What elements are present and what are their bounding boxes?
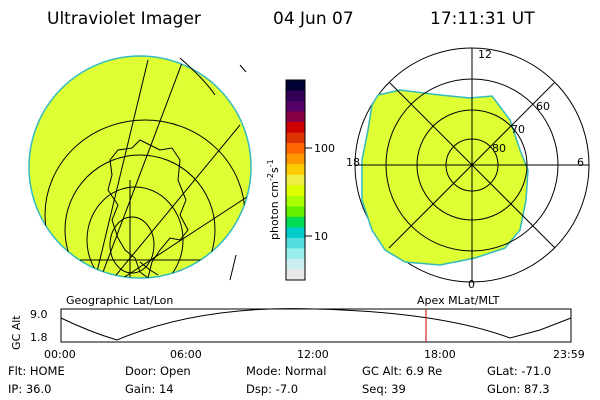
colorbar-cell (286, 185, 305, 197)
mlt-label-18: 18 (346, 156, 360, 169)
auroral-oval-image (361, 89, 529, 266)
timeline-y-tick-high: 9.0 (30, 308, 48, 321)
colorbar-cell (286, 269, 305, 281)
status-dsp: Dsp: -7.0 (246, 382, 298, 396)
geographic-image (28, 55, 252, 281)
mlt-label-6: 6 (577, 156, 584, 169)
colorbar-cell (286, 227, 305, 239)
orbit-timeline: GC Alt 9.0 1.8 00:00 06:00 12:00 18:00 2… (10, 308, 585, 361)
lat-label-80: 80 (492, 142, 506, 155)
date-label: 04 Jun 07 (273, 9, 354, 29)
timeline-y-label: GC Alt (10, 315, 23, 350)
lat-label-70: 70 (511, 123, 525, 136)
timeline-x-tick-0600: 06:00 (170, 348, 202, 361)
colorbar-cell (286, 248, 305, 260)
geographic-grid (44, 56, 251, 278)
status-gain: Gain: 14 (125, 382, 174, 396)
colorbar-tick-100: 100 (314, 142, 335, 155)
colorbar-cell (286, 216, 305, 228)
colorbar-cell (286, 258, 305, 270)
uv-image-disk (28, 55, 252, 279)
timeline-y-tick-low: 1.8 (30, 331, 48, 344)
colorbar-cell (286, 90, 305, 102)
colorbar-cell (286, 237, 305, 249)
mlt-label-0: 0 (468, 278, 475, 291)
status-mode: Mode: Normal (246, 364, 326, 378)
status-gc-alt: GC Alt: 6.9 Re (362, 364, 442, 378)
timeline-x-tick-2359: 23:59 (553, 348, 585, 361)
colorbar-cell (286, 80, 305, 92)
time-label: 17:11:31 UT (430, 9, 535, 29)
colorbar-cell (286, 143, 305, 155)
timeline-x-tick-1200: 12:00 (297, 348, 329, 361)
status-glon: GLon: 87.3 (487, 382, 550, 396)
colorbar-cell (286, 132, 305, 144)
colorbar-cell (286, 206, 305, 218)
altitude-curve (60, 308, 572, 341)
status-door: Door: Open (125, 364, 191, 378)
geographic-caption: Geographic Lat/Lon (66, 294, 173, 307)
polar-caption: Apex MLat/MLT (417, 294, 500, 307)
colorbar-cell (286, 164, 305, 176)
status-flt: Flt: HOME (8, 364, 65, 378)
lat-label-60: 60 (536, 100, 550, 113)
status-ip: IP: 36.0 (8, 382, 51, 396)
colorbar-cell (286, 195, 305, 207)
colorbar-cell (286, 122, 305, 134)
colorbar-cell (286, 111, 305, 123)
colorbar-cell (286, 153, 305, 165)
status-footer: Flt: HOME IP: 36.0 Door: Open Gain: 14 M… (8, 364, 551, 396)
status-glat: GLat: -71.0 (487, 364, 551, 378)
status-seq: Seq: 39 (362, 382, 406, 396)
polar-grid (355, 48, 589, 282)
timeline-x-tick-0000: 00:00 (44, 348, 76, 361)
mlt-label-12: 12 (478, 48, 492, 61)
instrument-title: Ultraviolet Imager (47, 9, 201, 29)
colorbar-unit-label: photon cm-2s-1 (266, 159, 281, 240)
colorbar: 100 10 photon cm-2s-1 (266, 79, 335, 281)
timeline-x-tick-1800: 18:00 (424, 348, 456, 361)
polar-image: 12 0 18 6 60 70 80 (346, 47, 590, 291)
colorbar-tick-10: 10 (314, 230, 328, 243)
colorbar-cell (286, 101, 305, 113)
colorbar-cell (286, 174, 305, 186)
